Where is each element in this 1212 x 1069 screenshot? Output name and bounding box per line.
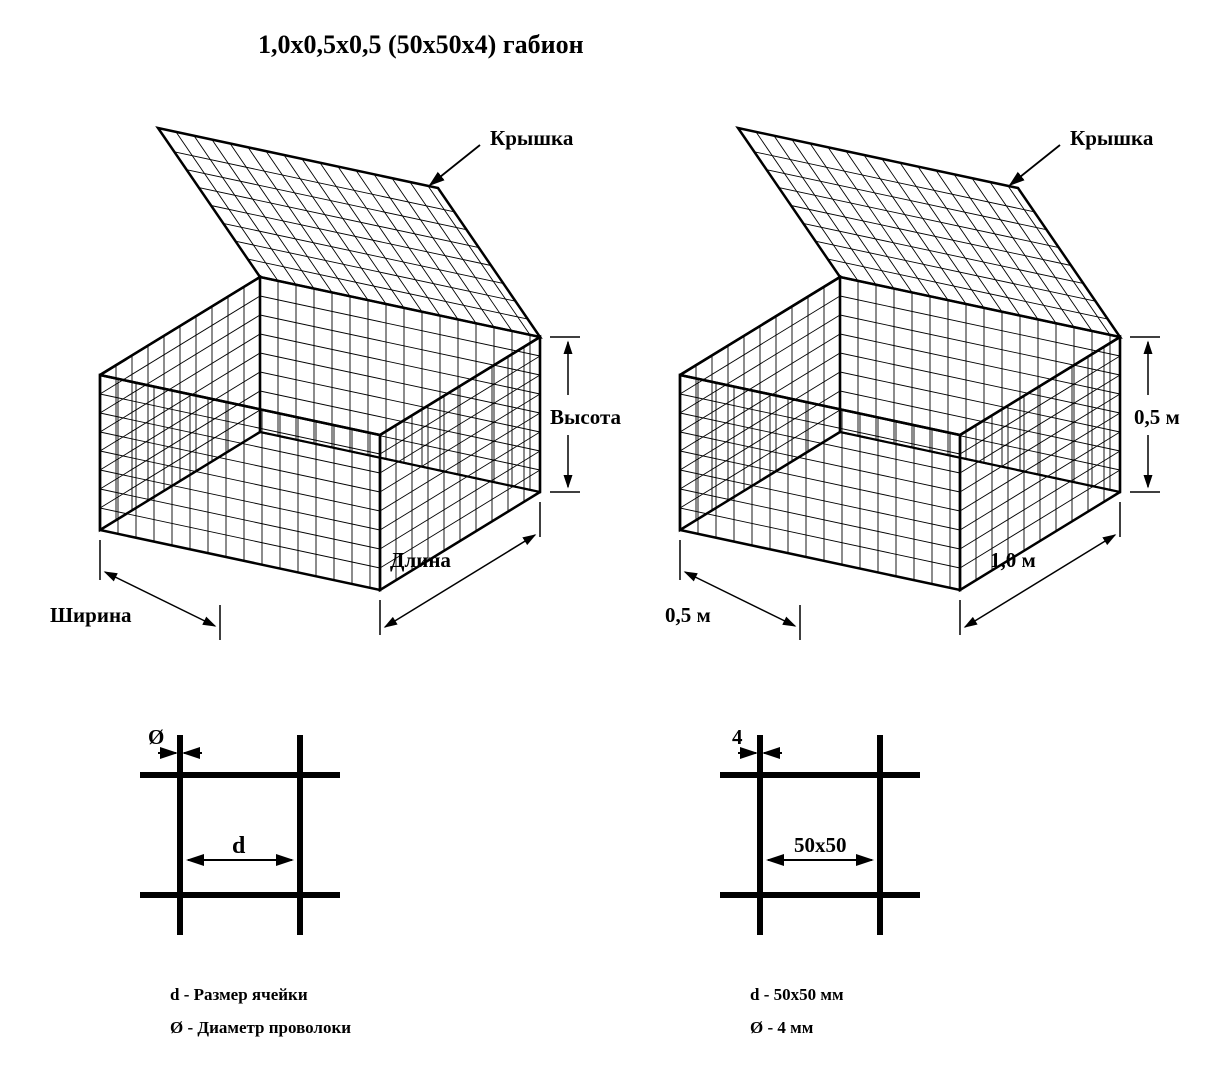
left-width-label: Ширина [50,603,132,628]
left-height-label: Высота [550,405,621,430]
right-legend-d: d - 50x50 мм [750,985,844,1005]
right-cell-diameter: 4 [732,725,743,750]
right-length-label: 1,0 м [990,548,1036,573]
left-legend-d: d - Размер ячейки [170,985,308,1005]
right-legend-diameter: Ø - 4 мм [750,1018,813,1038]
left-cell-diameter: Ø [148,725,164,750]
right-cell-d: 50x50 [794,833,847,858]
left-gabion-svg [0,0,1212,1069]
right-lid-label: Крышка [1070,126,1153,151]
left-cell-d: d [232,833,245,860]
left-legend-diameter: Ø - Диаметр проволоки [170,1018,351,1038]
right-width-label: 0,5 м [665,603,711,628]
left-length-label: Длина [390,548,451,573]
left-lid-label: Крышка [490,126,573,151]
left-gabion-box [100,128,580,640]
right-height-label: 0,5 м [1134,405,1180,430]
right-gabion-box [680,128,1160,640]
